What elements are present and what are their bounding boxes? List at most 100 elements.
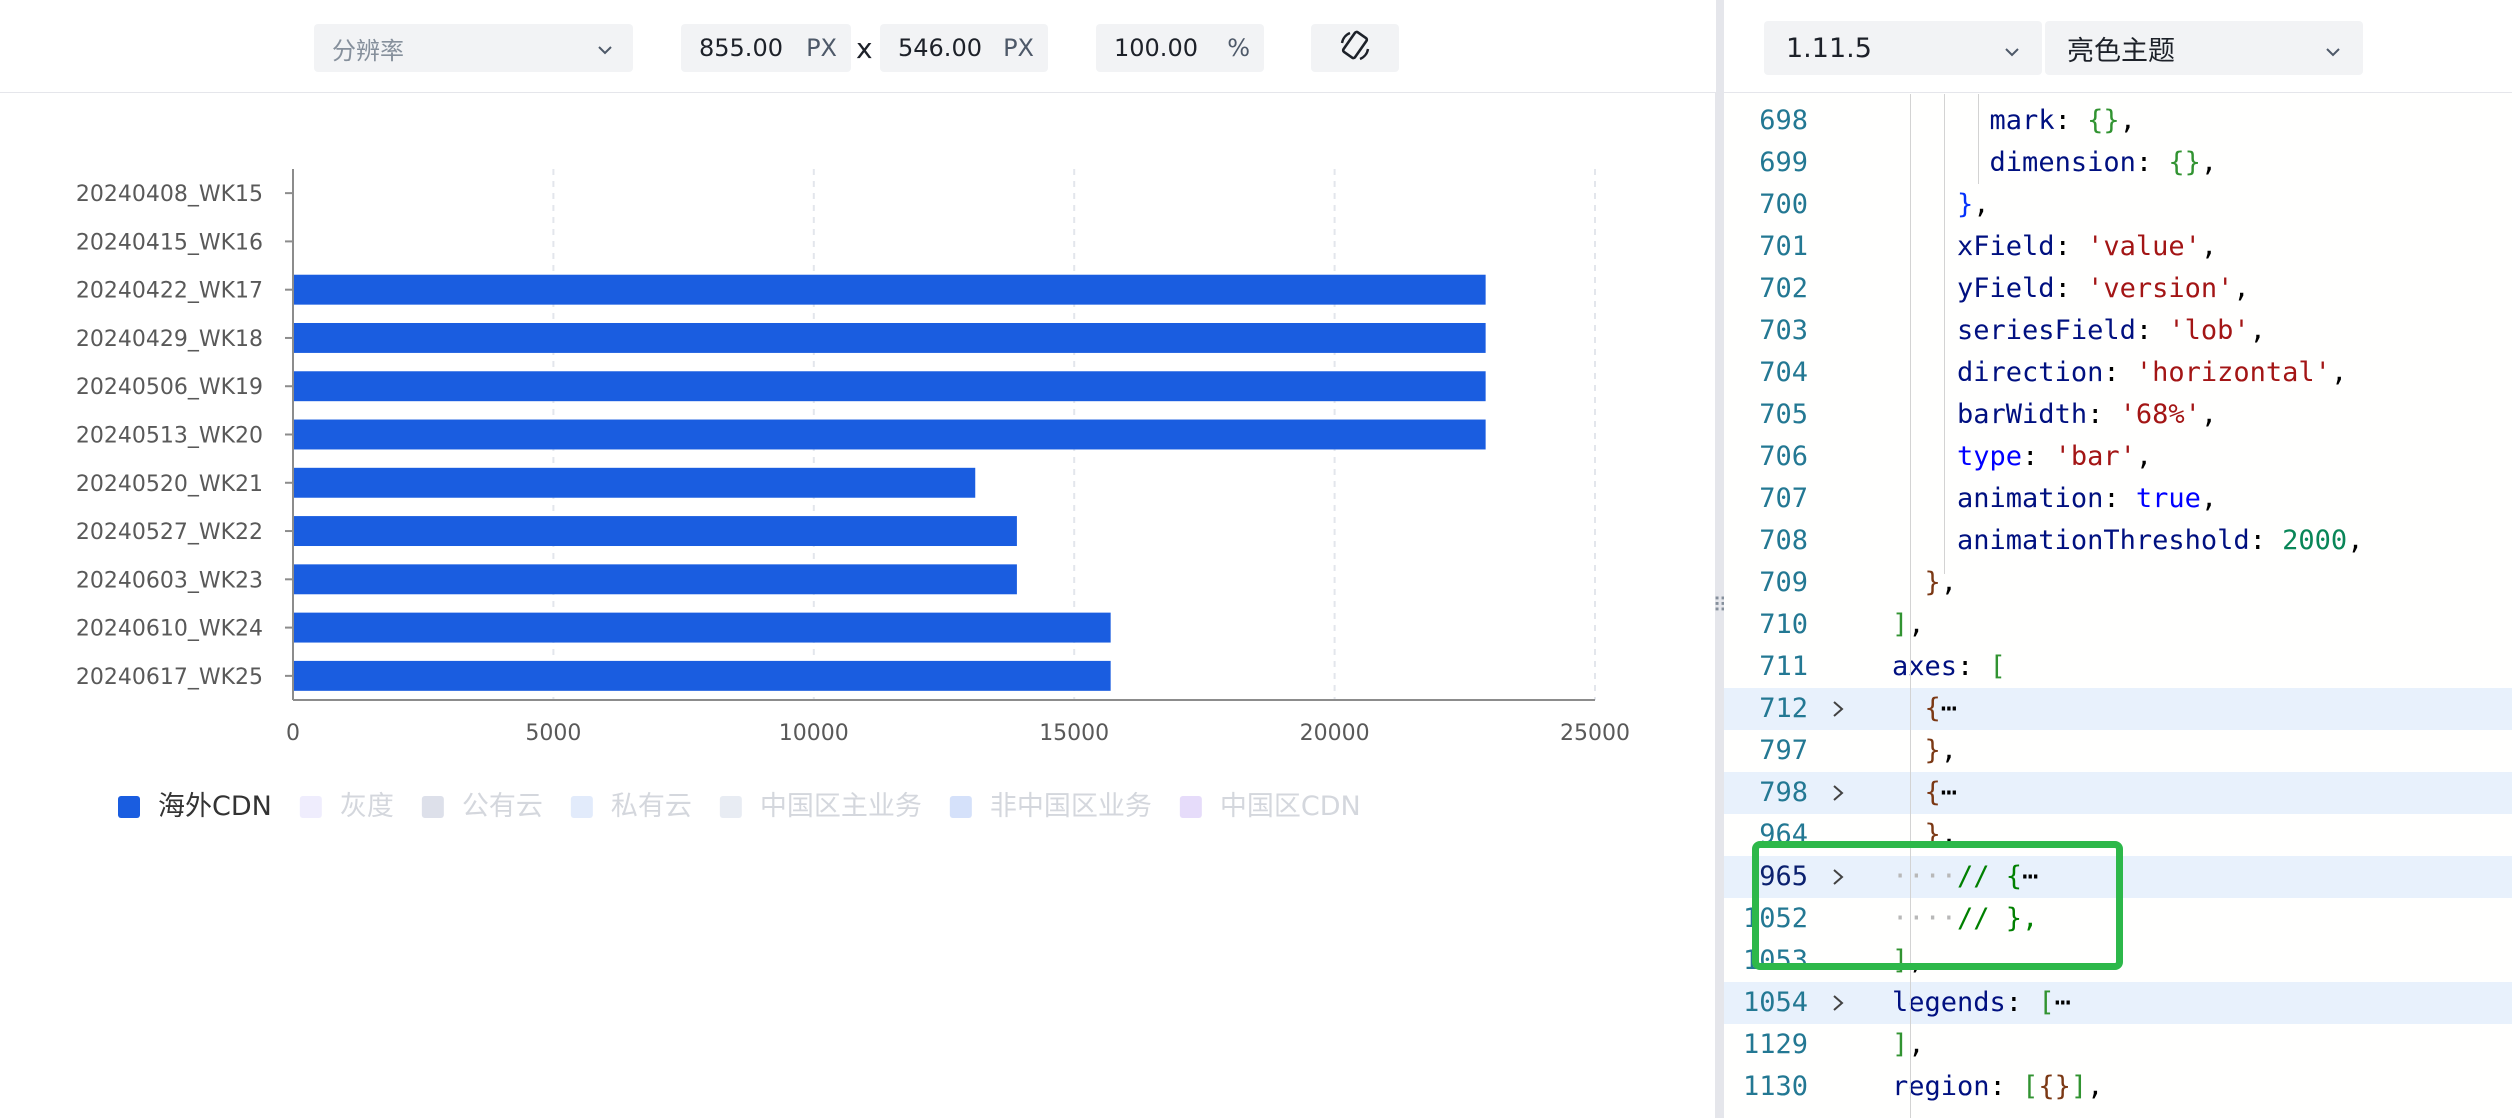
legend-label: 私有云 <box>611 791 692 822</box>
legend-label: 中国区CDN <box>1220 791 1361 822</box>
legend-swatch <box>570 796 593 818</box>
width-input[interactable]: 855.00 PX <box>681 24 851 72</box>
zoom-unit: % <box>1227 34 1250 62</box>
code-text: }, <box>1924 735 1958 766</box>
legend-label: 公有云 <box>462 791 543 822</box>
code-line[interactable]: 708 animationThreshold: 2000, <box>1724 520 2512 562</box>
x-tick-label: 10000 <box>779 721 849 746</box>
zoom-value: 100.00 <box>1114 34 1198 62</box>
y-tick-label: 20240513_WK20 <box>76 424 263 449</box>
bar <box>294 419 1486 450</box>
drag-handle-icon[interactable]: ⠿ <box>1712 593 1728 617</box>
code-line[interactable]: 702 yField: 'version', <box>1724 268 2512 310</box>
line-number: 708 <box>1759 525 1808 556</box>
version-select[interactable]: 1.11.5 <box>1764 21 2042 75</box>
bar <box>294 274 1486 305</box>
rotate-screen-icon <box>1338 29 1372 67</box>
code-text: ····// {⋯ <box>1892 861 2039 892</box>
code-line[interactable]: 705 barWidth: '68%', <box>1724 394 2512 436</box>
y-tick-label: 20240527_WK22 <box>76 520 263 545</box>
code-line[interactable]: 701 xField: 'value', <box>1724 226 2512 268</box>
theme-value: 亮色主题 <box>2067 35 2175 67</box>
code-line[interactable]: 1129], <box>1724 1024 2512 1066</box>
editor-toolbar: 1.11.5 亮色主题 <box>1724 0 2512 93</box>
y-tick-label: 20240429_WK18 <box>76 327 263 352</box>
code-line[interactable]: 797 }, <box>1724 730 2512 772</box>
fold-chevron-icon[interactable] <box>1829 688 1847 743</box>
code-text: ], <box>1892 609 1925 640</box>
line-number: 698 <box>1759 105 1808 136</box>
y-tick-label: 20240610_WK24 <box>76 617 263 642</box>
theme-select[interactable]: 亮色主题 <box>2045 21 2363 75</box>
line-number: 965 <box>1759 861 1808 892</box>
code-line[interactable]: 709 }, <box>1724 562 2512 604</box>
code-line[interactable]: 706 type: 'bar', <box>1724 436 2512 478</box>
resolution-select[interactable]: 分辨率 <box>314 24 633 72</box>
x-tick-label: 25000 <box>1560 721 1630 746</box>
code-text: axes: [ <box>1892 651 2006 682</box>
x-tick-label: 0 <box>286 721 300 746</box>
code-text: {⋯ <box>1924 693 1958 724</box>
code-text: animationThreshold: 2000, <box>1957 525 2364 556</box>
code-line[interactable]: 711 axes: [ <box>1724 646 2512 688</box>
bar <box>294 467 976 498</box>
y-tick-label: 20240520_WK21 <box>76 472 263 497</box>
indent-guide <box>1978 94 1979 184</box>
chart-preview-pane: 分辨率 855.00 PX x 546.00 PX 100.00 % <box>0 0 1716 1118</box>
code-text: {⋯ <box>1924 777 1958 808</box>
code-line[interactable]: 707 animation: true, <box>1724 478 2512 520</box>
code-text: yField: 'version', <box>1957 273 2250 304</box>
line-number: 699 <box>1759 147 1808 178</box>
line-number: 706 <box>1759 441 1808 472</box>
code-line[interactable]: 699 dimension: {}, <box>1724 142 2512 184</box>
code-line[interactable]: 703 seriesField: 'lob', <box>1724 310 2512 352</box>
x-tick-label: 15000 <box>1039 721 1109 746</box>
code-text: barWidth: '68%', <box>1957 399 2218 430</box>
line-number: 1054 <box>1742 987 1808 1018</box>
code-line[interactable]: 704 direction: 'horizontal', <box>1724 352 2512 394</box>
code-line[interactable]: 700 }, <box>1724 184 2512 226</box>
line-number: 797 <box>1759 735 1808 766</box>
chevron-down-icon <box>2002 38 2022 69</box>
legend-swatch <box>1179 796 1202 818</box>
legend-label: 中国区主业务 <box>760 791 922 822</box>
y-tick-label: 20240422_WK17 <box>76 279 263 304</box>
line-number: 700 <box>1759 189 1808 220</box>
code-line[interactable]: 798 {⋯ <box>1724 772 2512 814</box>
legend-swatch <box>118 796 140 818</box>
code-line[interactable]: 1130 region: [{}], <box>1724 1066 2512 1108</box>
code-text: mark: {}, <box>1989 105 2136 136</box>
bar <box>294 660 1111 691</box>
height-unit: PX <box>1003 34 1034 62</box>
code-text: seriesField: 'lob', <box>1957 315 2266 346</box>
rotate-button[interactable] <box>1311 24 1399 72</box>
fold-chevron-icon[interactable] <box>1829 772 1847 827</box>
legend-swatch <box>719 796 742 818</box>
legend-swatch <box>949 796 972 818</box>
zoom-input[interactable]: 100.00 % <box>1096 24 1264 72</box>
chevron-down-icon <box>595 38 615 66</box>
indent-guide <box>1910 94 1911 1118</box>
bar <box>294 612 1111 643</box>
fold-chevron-icon[interactable] <box>1829 856 1847 911</box>
fold-chevron-icon[interactable] <box>1829 982 1847 1037</box>
code-text: type: 'bar', <box>1957 441 2153 472</box>
line-number: 707 <box>1759 483 1808 514</box>
code-line[interactable]: 710], <box>1724 604 2512 646</box>
code-text: }, <box>1957 189 1990 220</box>
code-line[interactable]: 712 {⋯ <box>1724 688 2512 730</box>
y-tick-label: 20240617_WK25 <box>76 665 263 690</box>
height-input[interactable]: 546.00 PX <box>880 24 1048 72</box>
code-line[interactable]: 698 mark: {}, <box>1724 100 2512 142</box>
pane-splitter[interactable] <box>1716 0 1724 1118</box>
line-number: 711 <box>1759 651 1808 682</box>
code-text: legends: [⋯ <box>1892 987 2071 1018</box>
height-value: 546.00 <box>898 34 982 62</box>
line-number: 701 <box>1759 231 1808 262</box>
code-line[interactable]: 1054 legends: [⋯ <box>1724 982 2512 1024</box>
preview-toolbar: 分辨率 855.00 PX x 546.00 PX 100.00 % <box>0 0 1716 93</box>
y-tick-label: 20240415_WK16 <box>76 230 263 255</box>
legend-label: 海外CDN <box>158 791 272 822</box>
legend-swatch <box>421 796 444 818</box>
width-unit: PX <box>806 34 837 62</box>
